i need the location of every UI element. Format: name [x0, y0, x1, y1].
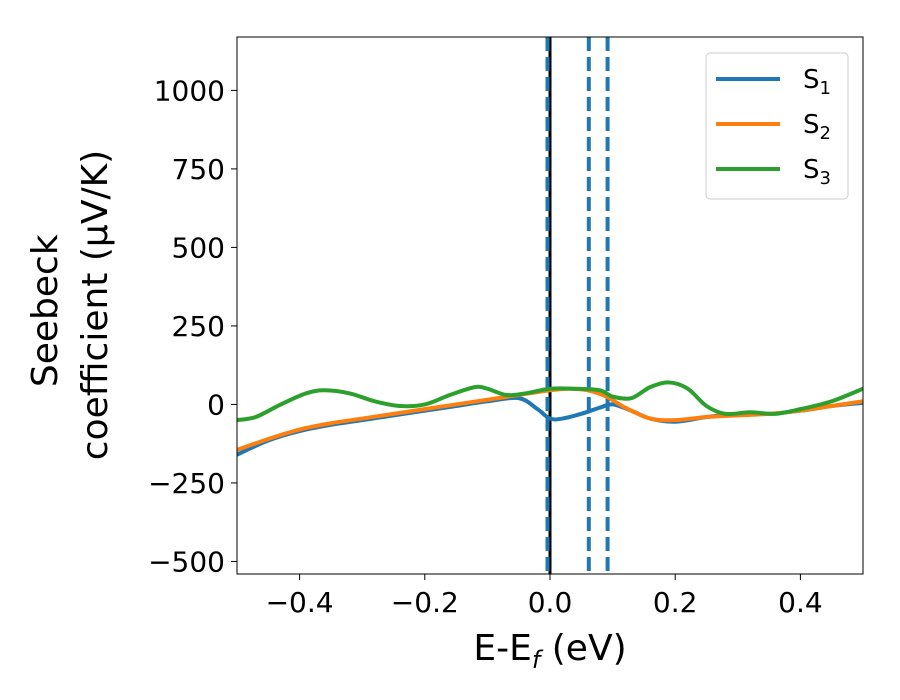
x-axis-title: E-Ef (eV) — [473, 628, 626, 674]
x-tick-label: −0.4 — [266, 586, 334, 619]
x-tick-label: 0.4 — [778, 586, 823, 619]
y-tick-label: 0 — [207, 388, 225, 421]
y-tick-label: 500 — [172, 231, 225, 264]
y-tick-label: −250 — [148, 467, 225, 500]
x-tick-label: −0.2 — [391, 586, 459, 619]
y-axis-title-line2: coefficient (μV/K) — [75, 150, 116, 460]
x-tick-label: 0.2 — [653, 586, 698, 619]
y-tick-label: 250 — [172, 310, 225, 343]
x-tick-label: 0.0 — [528, 586, 573, 619]
legend-label-s1: S1 — [803, 65, 831, 99]
legend-label-s3: S3 — [803, 155, 831, 189]
legend: S1 S2 S3 — [705, 52, 849, 200]
y-axis-title: Seebeck coefficient (μV/K) — [25, 150, 116, 460]
legend-label-s2: S2 — [803, 110, 831, 144]
series-line-s3 — [237, 380, 863, 423]
y-tick-label: −500 — [148, 545, 225, 578]
y-axis-title-line1: Seebeck — [25, 234, 66, 387]
y-tick-label: 1000 — [154, 74, 225, 107]
y-tick-label: 750 — [172, 153, 225, 186]
